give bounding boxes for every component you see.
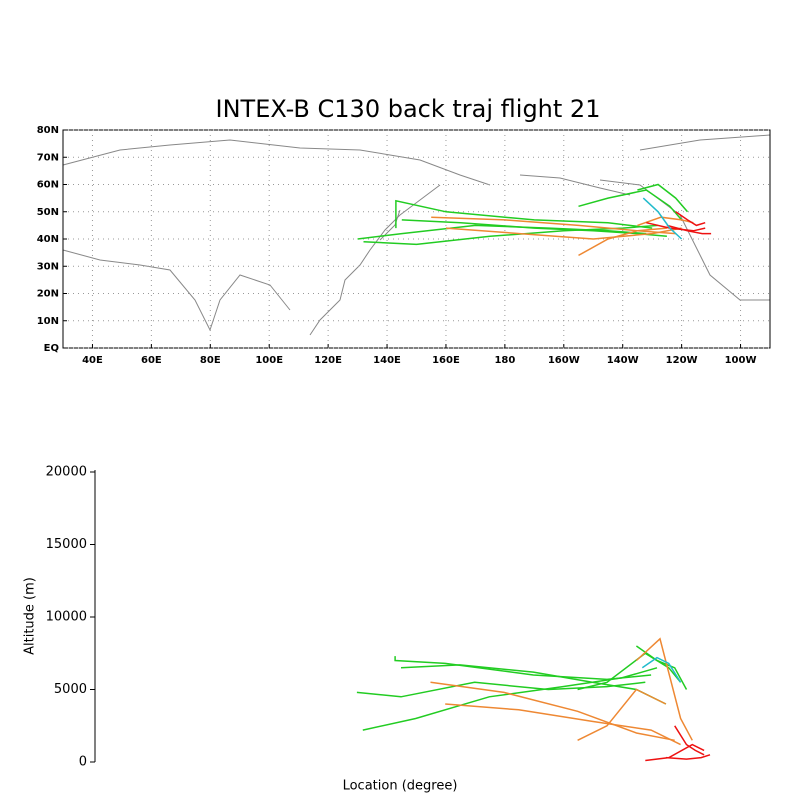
trajectory [445, 227, 682, 240]
coastline [519, 174, 631, 196]
x-tick-label: 100E [255, 355, 283, 366]
chart-title: INTEX-B C130 back traj flight 21 [216, 95, 601, 123]
y-tick-label: 5000 [54, 682, 87, 697]
y-tick-label: 30N [37, 261, 59, 272]
trajectory [642, 197, 683, 240]
trajectory-altitude [635, 637, 693, 741]
trajectory-altitude [641, 656, 682, 683]
y-tick-label: 10000 [46, 610, 87, 625]
trajectory [666, 224, 712, 235]
trajectory-altitude [665, 754, 711, 760]
trajectory [637, 216, 694, 227]
trajectory [675, 211, 706, 227]
trajectory [395, 199, 653, 229]
x-tick-label: 120E [314, 355, 342, 366]
x-axis-label: Location (degree) [343, 779, 458, 794]
y-axis-label: Altitude (m) [23, 577, 38, 655]
y-tick-label: 20000 [46, 465, 87, 480]
trajectory-altitude [394, 656, 652, 681]
x-tick-label: 60E [141, 355, 162, 366]
trajectory-altitude [674, 725, 705, 756]
y-tick-label: 20N [37, 289, 59, 300]
x-tick-label: 100W [725, 355, 757, 366]
coastline [309, 184, 441, 336]
coastline [62, 139, 491, 186]
y-tick-label: 80N [37, 125, 59, 136]
x-tick-label: 140W [607, 355, 639, 366]
x-tick-label: 180 [494, 355, 515, 366]
trajectory-altitude [430, 681, 675, 742]
trajectory-altitude [445, 703, 681, 746]
trajectory [431, 216, 676, 235]
y-tick-label: 0 [79, 755, 87, 770]
trajectory [578, 189, 683, 221]
trajectory-altitude [577, 688, 667, 741]
trajectory [578, 227, 667, 257]
x-tick-label: 160W [548, 355, 580, 366]
coastline [62, 249, 291, 332]
trajectory [646, 221, 706, 232]
y-tick-label: 40N [37, 234, 59, 245]
y-tick-label: 15000 [46, 537, 87, 552]
trajectory-altitude [362, 667, 658, 731]
coastline [639, 134, 771, 151]
trajectory-altitude [645, 743, 705, 762]
y-tick-label: 10N [37, 316, 59, 327]
x-tick-label: 160E [432, 355, 460, 366]
y-tick-label: 50N [37, 207, 59, 218]
y-tick-label: 70N [37, 152, 59, 163]
trajectory [637, 183, 689, 213]
y-tick-label: 60N [37, 180, 59, 191]
coastlines [62, 134, 771, 336]
x-tick-label: 80E [200, 355, 221, 366]
x-tick-label: 40E [82, 355, 103, 366]
x-tick-label: 140E [373, 355, 401, 366]
x-tick-label: 120W [666, 355, 698, 366]
y-tick-label: EQ [44, 343, 59, 354]
